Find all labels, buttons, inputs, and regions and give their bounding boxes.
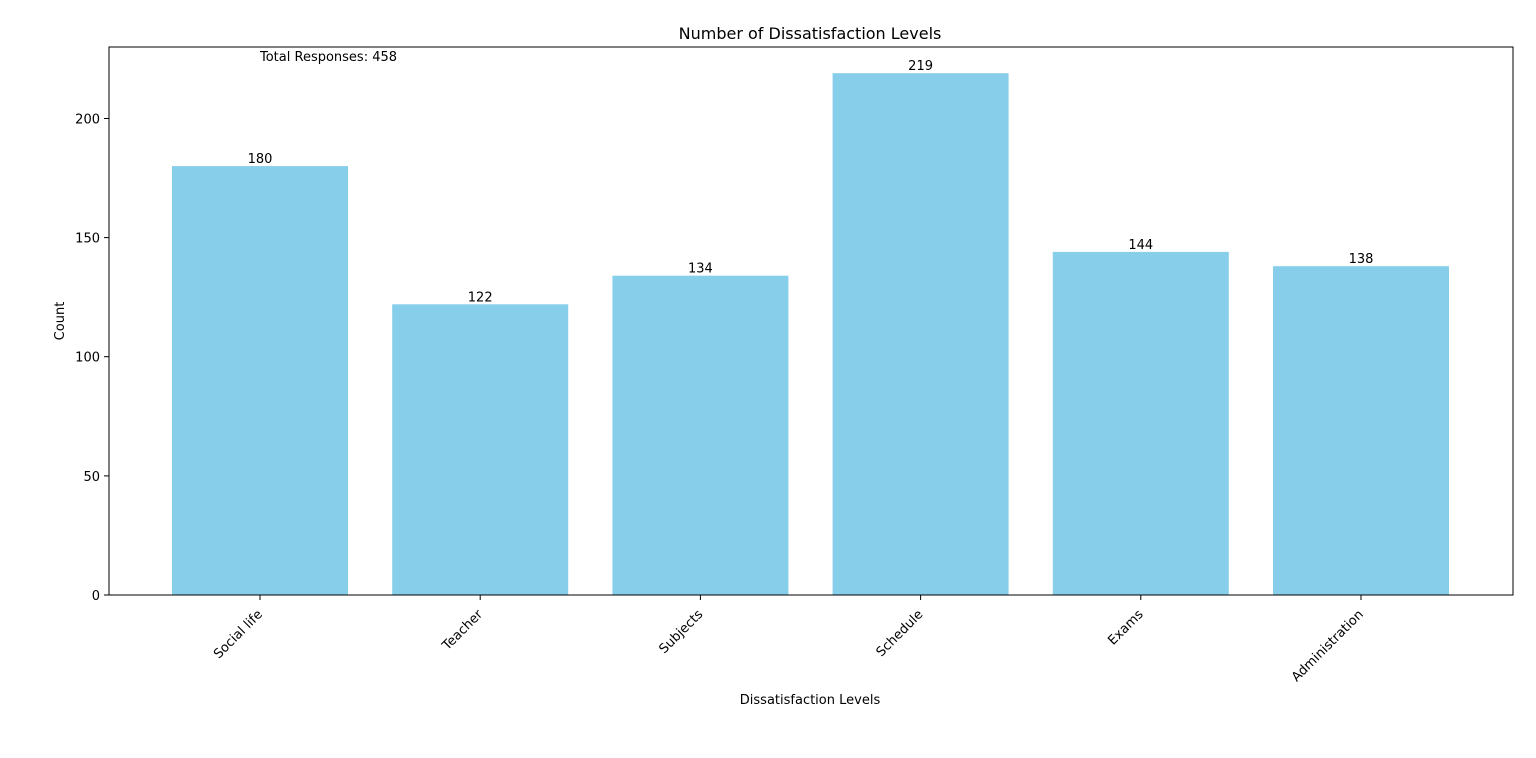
- bar: [1273, 266, 1449, 595]
- bar: [832, 73, 1009, 595]
- y-tick-label: 150: [75, 232, 100, 247]
- y-tick-label: 0: [92, 589, 100, 604]
- y-tick-label: 50: [83, 470, 100, 485]
- y-axis-label: Count: [53, 302, 68, 341]
- chart-title: Number of Dissatisfaction Levels: [679, 24, 942, 43]
- plot-frame: [108, 46, 1514, 596]
- total-responses-annotation: Total Responses: 458: [259, 50, 397, 65]
- y-axis-ticks: 0 50 100 150 200: [75, 113, 109, 604]
- bar-value-label: 144: [1128, 238, 1153, 253]
- bar-value-label: 122: [468, 290, 493, 305]
- data-labels-group: 180 122 134 219 144 138: [248, 59, 1374, 305]
- bar: [172, 166, 348, 595]
- bar: [392, 304, 569, 595]
- bar-value-label: 219: [908, 59, 933, 74]
- bar: [612, 275, 789, 595]
- bar: [1052, 251, 1229, 595]
- x-axis-label: Dissatisfaction Levels: [740, 693, 881, 708]
- bar-value-label: 134: [688, 262, 713, 277]
- bar-value-label: 138: [1349, 252, 1374, 267]
- y-tick-label: 100: [75, 351, 100, 366]
- bar-value-label: 180: [248, 152, 273, 167]
- bars-group: [172, 73, 1449, 595]
- y-tick-label: 200: [75, 113, 100, 128]
